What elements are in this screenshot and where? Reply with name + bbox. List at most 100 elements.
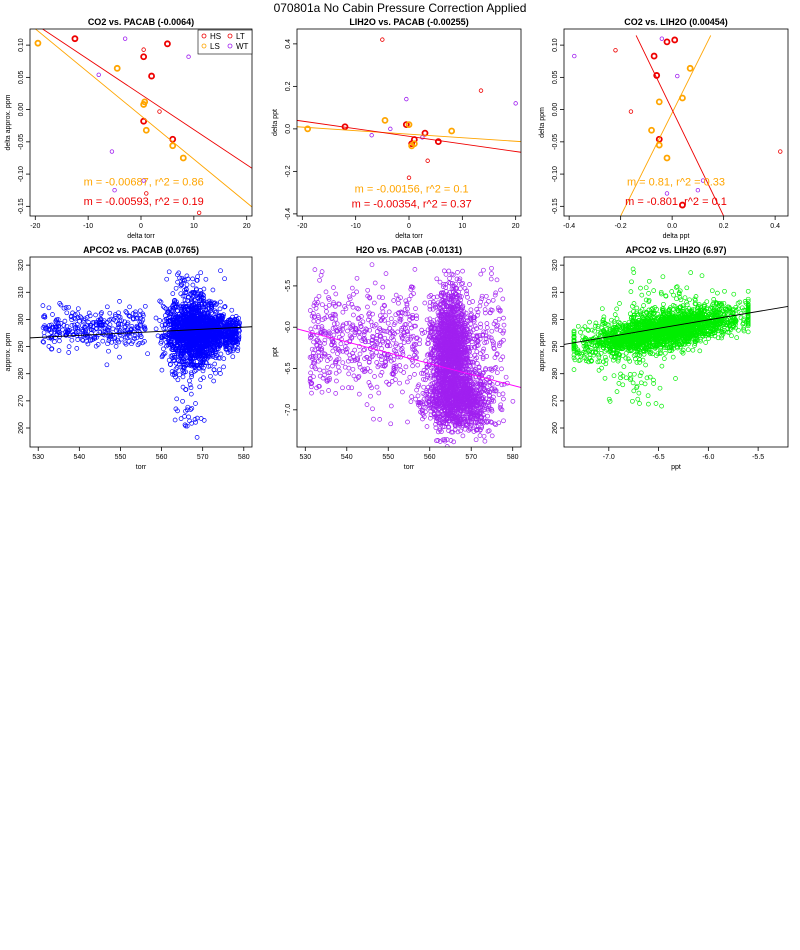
data-point [197,329,203,335]
data-point [127,313,133,319]
data-point [308,370,313,376]
data-point [346,320,352,326]
data-point [334,329,340,334]
data-point [190,282,196,288]
data-point [425,341,430,346]
data-point [365,287,371,293]
data-point [368,393,373,399]
data-point [63,305,69,310]
data-point [159,367,165,373]
data-point [340,348,346,354]
data-point [695,188,701,193]
data-point [130,329,136,334]
data-point [428,330,434,335]
data-point [204,343,210,348]
data-point [218,351,224,357]
data-point [140,117,148,125]
data-point [110,326,116,332]
data-point [200,360,206,366]
data-point [142,339,147,344]
data-point [185,343,191,348]
data-point [474,349,480,354]
data-point [410,346,416,352]
data-point [352,332,358,338]
data-point [325,364,330,370]
data-point [106,348,111,354]
y-tick-label: 0.00 [18,103,25,117]
data-point [315,324,321,330]
data-point [393,364,399,370]
data-point [465,326,470,332]
y-axis-label: ppt [272,347,279,357]
data-point [311,350,316,356]
data-point [213,355,219,361]
data-point [115,337,120,343]
data-point [356,330,362,336]
data-point [410,344,415,350]
data-point [124,335,130,341]
data-point [190,310,196,315]
data-point [663,154,671,162]
data-point [330,326,336,331]
data-point [382,363,387,369]
data-point [191,312,197,318]
data-point [407,314,413,320]
y-tick-label: 0.05 [18,70,25,84]
data-point [425,336,431,342]
data-point [655,141,663,149]
data-point [179,282,185,288]
data-point [433,338,439,343]
data-point [80,328,86,334]
data-point [56,348,62,353]
data-point [333,312,338,318]
data-point [193,350,198,356]
data-point [226,330,231,335]
data-point [173,320,178,325]
data-point [225,334,231,340]
regression-line [635,35,725,216]
data-point [176,319,182,325]
data-point [100,338,106,344]
data-point [175,338,181,343]
data-point [180,359,186,364]
data-point [116,321,121,326]
data-point [332,303,338,309]
series-WT [369,96,518,140]
data-point [142,126,150,134]
data-point [369,323,375,328]
data-point [319,389,325,395]
data-point [182,293,188,299]
data-point [50,312,55,317]
data-point [320,375,326,381]
data-point [411,323,417,329]
data-point [357,344,362,349]
y-tick-label: 300 [18,313,25,325]
data-point [174,299,179,305]
data-point [188,304,193,310]
data-point [334,321,340,327]
data-point [197,336,202,342]
data-point [200,315,205,321]
data-point [163,306,169,312]
data-point [189,420,194,426]
data-point [189,297,194,302]
data-point [332,311,338,317]
data-point [374,384,380,390]
data-point [69,337,75,343]
data-point [122,36,128,41]
data-point [372,343,378,349]
data-point [655,98,663,106]
x-axis-label: delta torr [127,233,155,240]
data-point [316,383,322,389]
data-point [92,336,97,341]
y-tick-label: -0.4 [285,208,292,220]
data-point [393,292,399,298]
legend-marker [227,33,233,39]
data-point [346,300,351,306]
data-point [168,306,173,312]
data-point [172,372,177,377]
data-point [208,353,214,359]
data-point [135,342,141,348]
data-point [217,367,222,373]
